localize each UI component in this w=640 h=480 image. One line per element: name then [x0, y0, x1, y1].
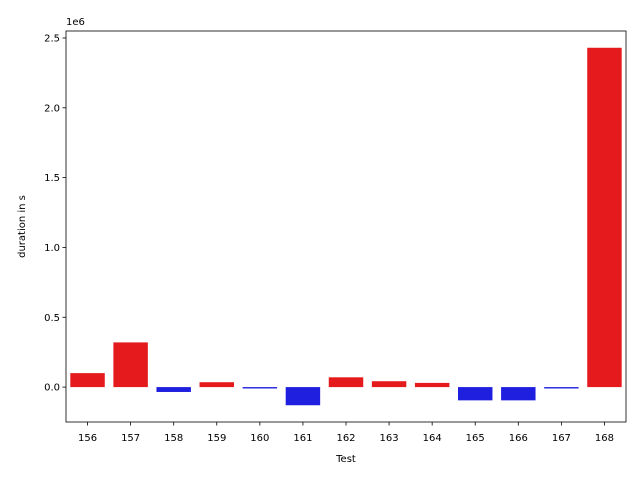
bar-162: [329, 377, 363, 387]
x-tick-label: 162: [336, 433, 355, 444]
y-tick-label: 0.5: [44, 313, 60, 324]
x-tick-label: 163: [380, 433, 399, 444]
x-tick-label: 157: [121, 433, 140, 444]
x-axis-label: Test: [335, 454, 356, 465]
bar-163: [372, 381, 406, 387]
y-offset-label: 1e6: [66, 17, 85, 28]
bar-156: [70, 373, 104, 387]
y-tick-label: 1.5: [44, 173, 60, 184]
bar-160: [243, 387, 277, 388]
bar-164: [415, 383, 449, 387]
x-tick-label: 167: [552, 433, 571, 444]
x-tick-label: 158: [164, 433, 183, 444]
bars-group: [70, 48, 621, 405]
y-tick-label: 1.0: [44, 243, 60, 254]
bar-165: [458, 387, 492, 400]
x-tick-label: 161: [293, 433, 312, 444]
y-tick-label: 2.5: [44, 33, 60, 44]
plot-frame: [66, 31, 626, 422]
y-axis-label: duration in s: [17, 195, 28, 258]
bar-159: [200, 382, 234, 387]
x-tick-label: 166: [509, 433, 528, 444]
x-tick-label: 159: [207, 433, 226, 444]
x-tick-label: 168: [595, 433, 614, 444]
bar-167: [544, 387, 578, 388]
x-tick-label: 165: [466, 433, 485, 444]
bar-158: [156, 387, 190, 392]
bar-157: [113, 342, 147, 387]
y-tick-label: 2.0: [44, 103, 60, 114]
y-tick-label: 0.0: [44, 383, 60, 394]
x-axis-ticks: 156 157 158 159 160 161 162 163 164 165 166 167 168: [78, 422, 614, 444]
bar-161: [286, 387, 320, 405]
x-tick-label: 160: [250, 433, 269, 444]
bar-168: [587, 48, 621, 387]
bar-166: [501, 387, 535, 400]
x-tick-label: 156: [78, 433, 97, 444]
y-axis-ticks: 0.0 0.5 1.0 1.5 2.0 2.5: [44, 33, 66, 393]
x-tick-label: 164: [423, 433, 442, 444]
